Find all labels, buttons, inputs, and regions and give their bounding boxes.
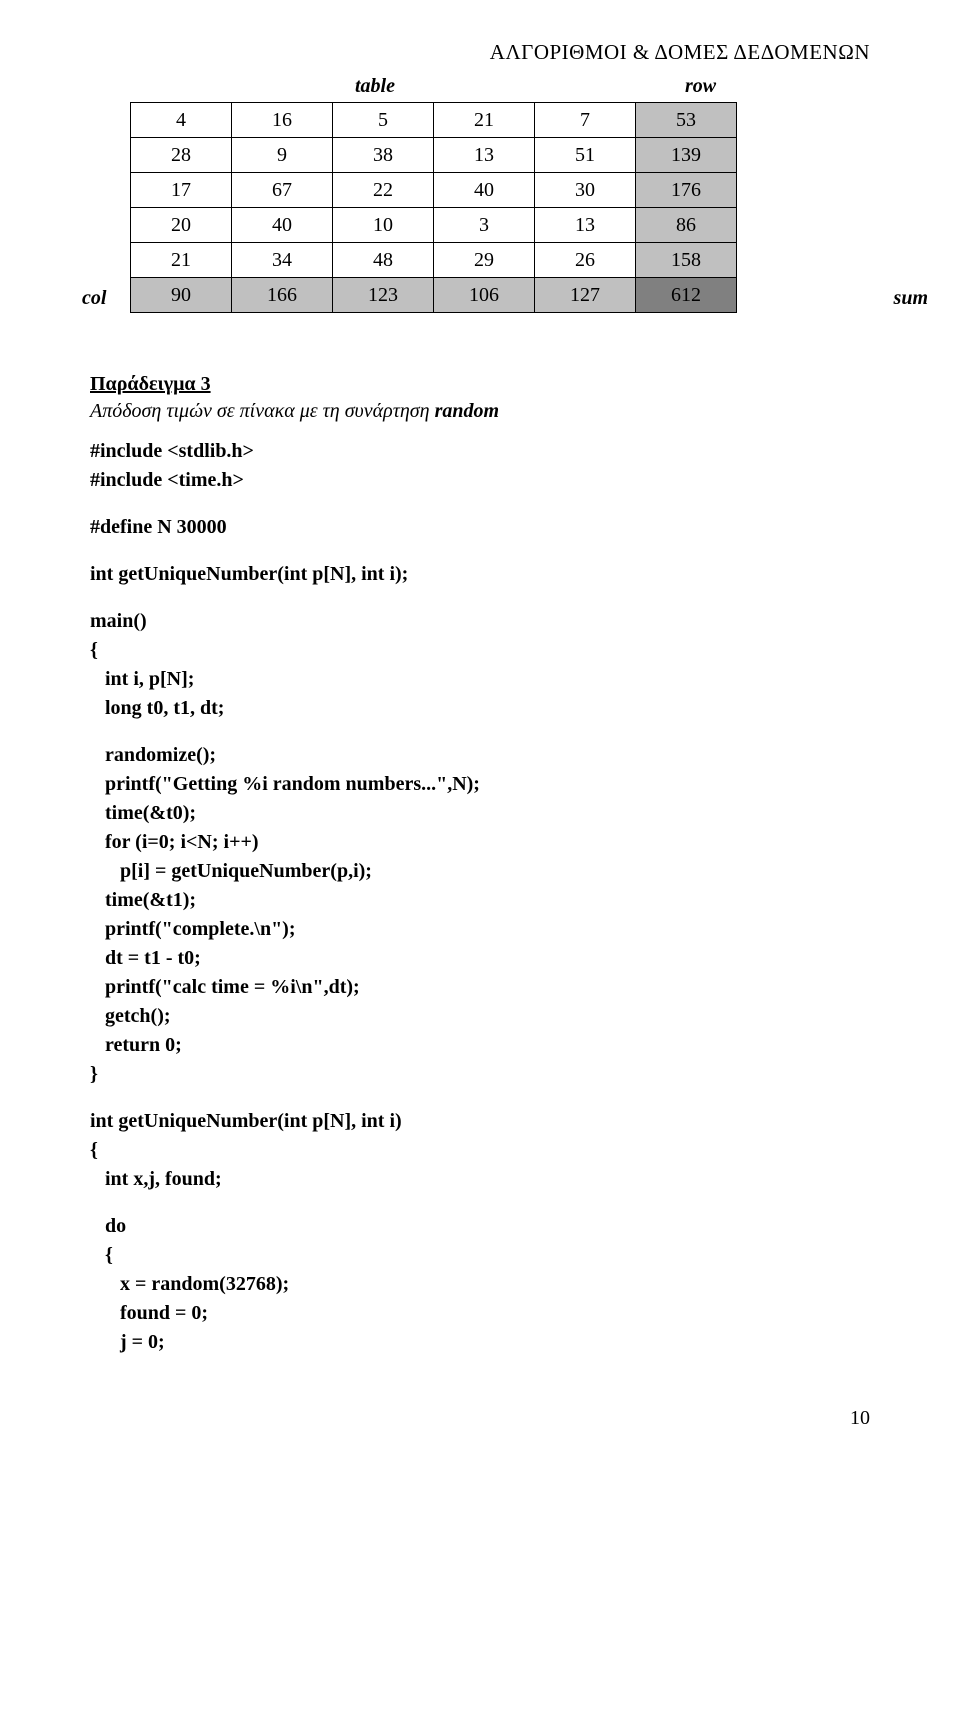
cell-rowsum: 139 — [636, 138, 737, 173]
cell-colsum: 127 — [535, 278, 636, 313]
data-table: 4 16 5 21 7 53 28 9 38 13 51 139 17 67 2… — [130, 102, 737, 313]
label-sum: sum — [894, 287, 928, 310]
spacer — [90, 495, 870, 513]
table-container: table row col sum 4 16 5 21 7 53 28 9 38… — [130, 75, 870, 313]
code-block-1: #include <stdlib.h> #include <time.h> — [90, 437, 870, 495]
cell: 48 — [333, 243, 434, 278]
label-table: table — [355, 75, 395, 98]
page-header: ΑΛΓΟΡΙΘΜΟΙ & ΔΟΜΕΣ ΔΕΔΟΜΕΝΩΝ — [90, 40, 870, 65]
cell: 67 — [232, 173, 333, 208]
cell-rowsum: 53 — [636, 103, 737, 138]
code-block-7: do { x = random(32768); found = 0; j = 0… — [90, 1212, 870, 1357]
table-row: 21 34 48 29 26 158 — [131, 243, 737, 278]
label-row: row — [685, 75, 716, 98]
table-row-colsum: 90 166 123 106 127 612 — [131, 278, 737, 313]
cell: 21 — [434, 103, 535, 138]
table-row: 20 40 10 3 13 86 — [131, 208, 737, 243]
page: ΑΛΓΟΡΙΘΜΟΙ & ΔΟΜΕΣ ΔΕΔΟΜΕΝΩΝ table row c… — [0, 0, 960, 1470]
table-row: 17 67 22 40 30 176 — [131, 173, 737, 208]
table-row: 4 16 5 21 7 53 — [131, 103, 737, 138]
cell-totalsum: 612 — [636, 278, 737, 313]
code-block-6: int getUniqueNumber(int p[N], int i) { i… — [90, 1107, 870, 1194]
spacer — [90, 589, 870, 607]
example-subtitle-bold: random — [435, 400, 499, 422]
cell: 30 — [535, 173, 636, 208]
spacer — [90, 1089, 870, 1107]
cell-rowsum: 176 — [636, 173, 737, 208]
cell: 5 — [333, 103, 434, 138]
code-block-2: #define N 30000 — [90, 513, 870, 542]
cell: 26 — [535, 243, 636, 278]
label-col: col — [82, 287, 106, 310]
table-top-labels: table row — [130, 75, 870, 98]
cell-colsum: 90 — [131, 278, 232, 313]
table-row: 28 9 38 13 51 139 — [131, 138, 737, 173]
cell: 34 — [232, 243, 333, 278]
code-block-3: int getUniqueNumber(int p[N], int i); — [90, 560, 870, 589]
example-subtitle: Απόδοση τιμών σε πίνακα με τη συνάρτηση … — [90, 400, 870, 423]
cell-colsum: 106 — [434, 278, 535, 313]
example-heading: Παράδειγμα 3 — [90, 373, 870, 396]
cell: 38 — [333, 138, 434, 173]
cell: 29 — [434, 243, 535, 278]
spacer — [90, 542, 870, 560]
code-block-4: main() { int i, p[N]; long t0, t1, dt; — [90, 607, 870, 723]
spacer — [90, 723, 870, 741]
cell: 4 — [131, 103, 232, 138]
cell: 20 — [131, 208, 232, 243]
cell: 7 — [535, 103, 636, 138]
cell: 17 — [131, 173, 232, 208]
cell-colsum: 123 — [333, 278, 434, 313]
cell: 28 — [131, 138, 232, 173]
page-number: 10 — [90, 1407, 870, 1430]
cell: 9 — [232, 138, 333, 173]
cell: 13 — [535, 208, 636, 243]
cell: 21 — [131, 243, 232, 278]
cell: 40 — [434, 173, 535, 208]
cell-rowsum: 158 — [636, 243, 737, 278]
cell: 51 — [535, 138, 636, 173]
cell: 3 — [434, 208, 535, 243]
cell: 40 — [232, 208, 333, 243]
cell-colsum: 166 — [232, 278, 333, 313]
cell: 22 — [333, 173, 434, 208]
cell: 13 — [434, 138, 535, 173]
spacer — [90, 1194, 870, 1212]
example-subtitle-pre: Απόδοση τιμών σε πίνακα με τη συνάρτηση — [90, 400, 435, 422]
cell: 16 — [232, 103, 333, 138]
cell: 10 — [333, 208, 434, 243]
cell-rowsum: 86 — [636, 208, 737, 243]
code-block-5: randomize(); printf("Getting %i random n… — [90, 741, 870, 1089]
